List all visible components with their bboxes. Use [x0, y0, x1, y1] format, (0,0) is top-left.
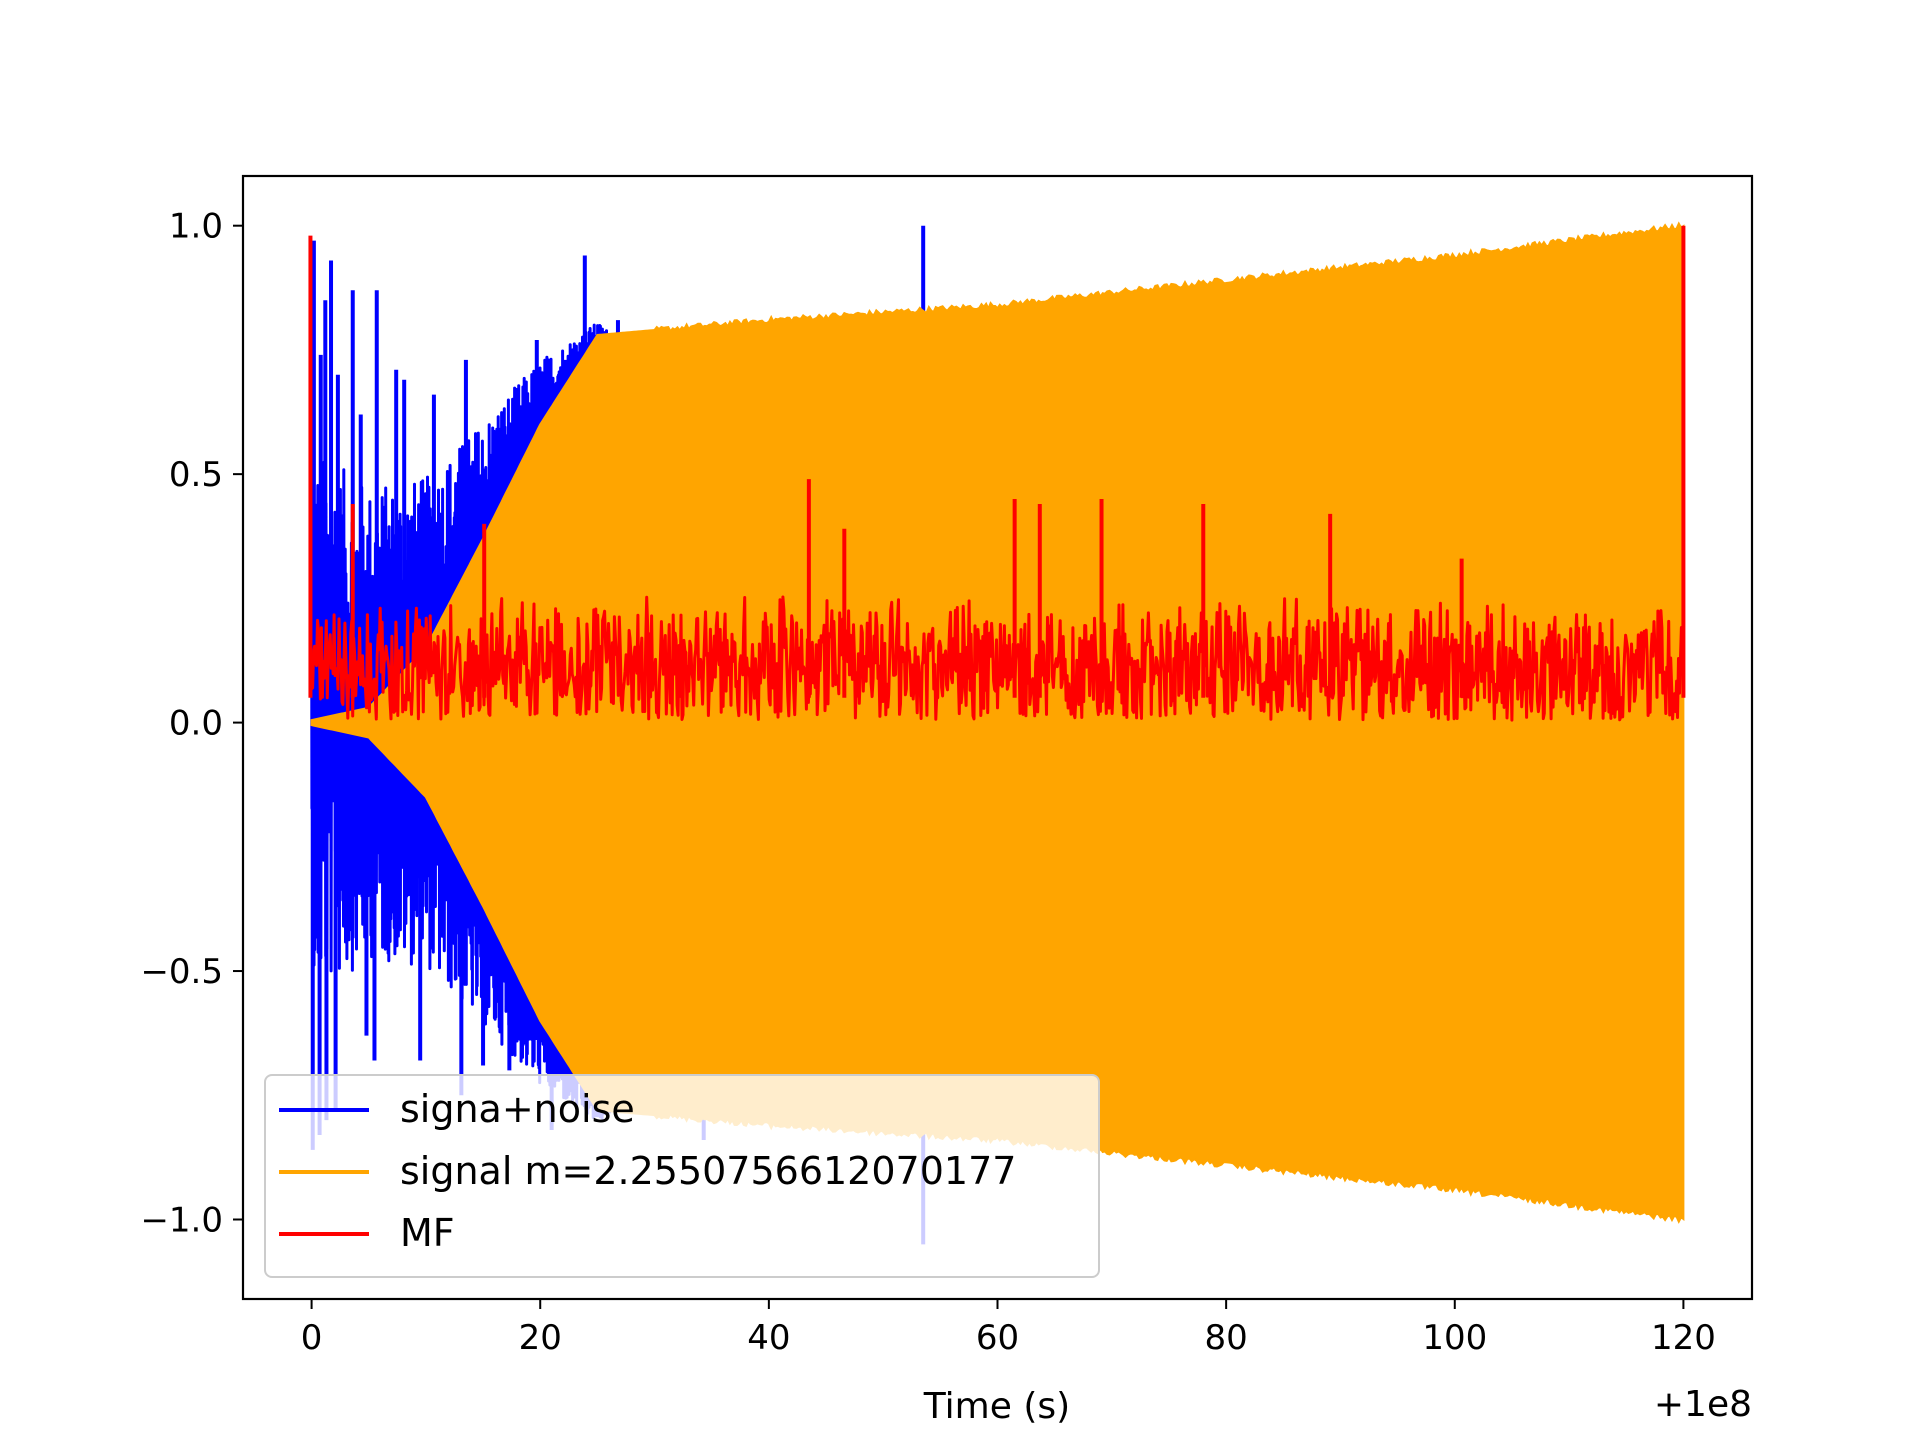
y-tick-label: −0.5: [140, 952, 223, 992]
legend-box: [264, 1074, 1100, 1278]
x-tick-label: 100: [1422, 1318, 1487, 1358]
y-tick-label: 1.0: [169, 207, 223, 247]
y-tick-label: 0.5: [169, 455, 223, 495]
x-axis-label: Time (s): [923, 1386, 1070, 1427]
legend-label-signal-noise: signa+noise: [400, 1087, 635, 1131]
legend-label-signal: signal m=2.2550756612070177: [400, 1149, 1016, 1193]
x-tick-label: 40: [747, 1318, 790, 1358]
y-axis-ticks: 1.0 0.5 0.0 −0.5 −1.0: [140, 207, 243, 1240]
x-tick-label: 60: [976, 1318, 1019, 1358]
mf-trace: [310, 595, 1685, 722]
legend-label-mf: MF: [400, 1211, 455, 1255]
x-axis-ticks: 0 20 40 60 80 100 120: [301, 1299, 1716, 1358]
x-tick-label: 0: [301, 1318, 323, 1358]
x-offset-label: +1e8: [1654, 1384, 1752, 1425]
series-mf: [308, 225, 1686, 722]
y-tick-label: −1.0: [140, 1200, 223, 1240]
y-tick-label: 0.0: [169, 704, 223, 744]
x-tick-label: 120: [1651, 1318, 1716, 1358]
x-tick-label: 20: [519, 1318, 562, 1358]
legend: signa+noise signal m=2.2550756612070177 …: [264, 1074, 1100, 1278]
x-tick-label: 80: [1205, 1318, 1248, 1358]
